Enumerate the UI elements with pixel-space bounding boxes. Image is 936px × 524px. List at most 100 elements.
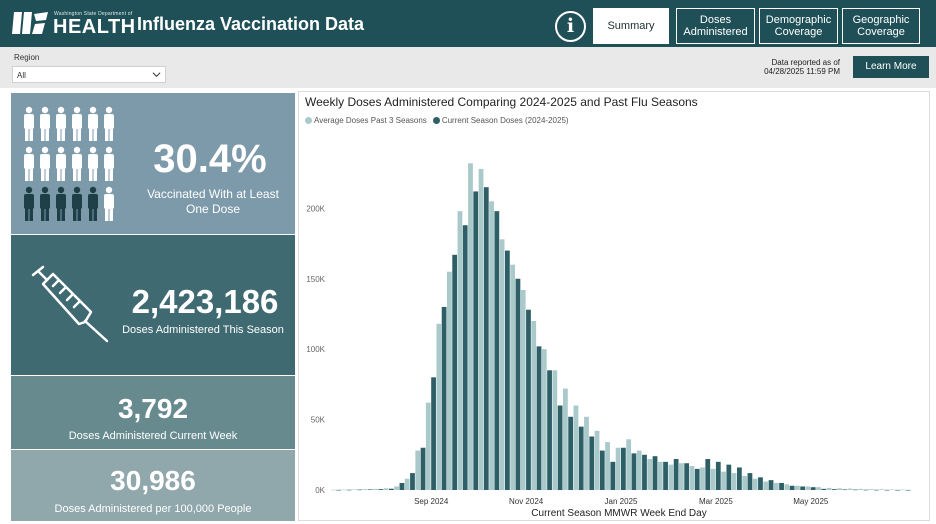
bar-average[interactable]	[710, 468, 716, 491]
bar-current[interactable]	[694, 468, 700, 491]
bar-current[interactable]	[747, 473, 753, 490]
bar-average[interactable]	[362, 489, 368, 490]
bar-current[interactable]	[547, 370, 552, 490]
bar-current[interactable]	[884, 489, 890, 491]
bar-current[interactable]	[905, 489, 911, 491]
bar-average[interactable]	[826, 487, 832, 490]
bar-current[interactable]	[800, 486, 806, 490]
legend-item-average[interactable]: Average Doses Past 3 Seasons	[305, 116, 427, 125]
bar-current[interactable]	[357, 489, 363, 491]
tab-demographic-coverage[interactable]: Demographic Coverage	[759, 8, 838, 44]
bar-current[interactable]	[431, 377, 436, 490]
bar-average[interactable]	[331, 489, 336, 491]
bar-current[interactable]	[494, 211, 500, 490]
bar-average[interactable]	[615, 447, 621, 490]
tab-summary[interactable]: Summary	[593, 8, 669, 44]
bar-average[interactable]	[520, 290, 526, 490]
bar-average[interactable]	[879, 489, 885, 490]
bar-average[interactable]	[383, 488, 389, 490]
bar-average[interactable]	[468, 163, 473, 490]
bar-current[interactable]	[895, 489, 900, 491]
bar-average[interactable]	[668, 464, 674, 490]
bar-average[interactable]	[394, 486, 400, 490]
bar-current[interactable]	[399, 482, 405, 490]
bar-average[interactable]	[868, 489, 874, 490]
bar-average[interactable]	[457, 211, 463, 490]
bar-average[interactable]	[478, 168, 484, 490]
bar-average[interactable]	[341, 489, 347, 491]
bar-average[interactable]	[425, 402, 431, 490]
bar-average[interactable]	[816, 487, 821, 490]
bar-average[interactable]	[847, 488, 853, 490]
bar-current[interactable]	[378, 489, 384, 490]
bar-current[interactable]	[779, 482, 784, 490]
bar-average[interactable]	[752, 478, 758, 490]
bar-average[interactable]	[489, 201, 494, 490]
info-icon[interactable]: i	[555, 11, 586, 42]
bar-current[interactable]	[758, 477, 763, 490]
bar-current[interactable]	[410, 473, 415, 490]
bar-current[interactable]	[874, 489, 879, 491]
bar-current[interactable]	[821, 488, 827, 490]
tab-doses-administered[interactable]: Doses Administered	[676, 8, 755, 44]
bar-current[interactable]	[420, 447, 426, 490]
bar-current[interactable]	[810, 487, 816, 490]
bar-average[interactable]	[552, 370, 558, 490]
bar-current[interactable]	[536, 346, 542, 490]
bar-average[interactable]	[563, 388, 568, 490]
bar-average[interactable]	[837, 488, 842, 490]
bar-current[interactable]	[768, 480, 774, 490]
bar-current[interactable]	[473, 191, 479, 490]
bar-average[interactable]	[584, 416, 589, 490]
bar-average[interactable]	[742, 475, 748, 490]
bar-average[interactable]	[404, 478, 410, 490]
bar-average[interactable]	[626, 439, 632, 490]
bar-average[interactable]	[436, 323, 442, 490]
bar-current[interactable]	[568, 416, 574, 490]
bar-current[interactable]	[526, 309, 531, 490]
bar-average[interactable]	[541, 349, 547, 490]
bar-current[interactable]	[705, 459, 711, 490]
bar-average[interactable]	[605, 442, 610, 490]
bar-average[interactable]	[373, 488, 378, 490]
bar-current[interactable]	[610, 461, 616, 490]
bar-average[interactable]	[795, 485, 800, 490]
bar-current[interactable]	[737, 467, 742, 490]
bar-average[interactable]	[594, 430, 600, 490]
bar-current[interactable]	[831, 489, 837, 490]
bar-current[interactable]	[336, 489, 342, 491]
bar-average[interactable]	[900, 489, 906, 491]
bar-current[interactable]	[452, 254, 458, 490]
bar-average[interactable]	[679, 463, 684, 490]
bar-average[interactable]	[447, 271, 452, 490]
bar-current[interactable]	[515, 278, 521, 490]
bar-average[interactable]	[510, 264, 516, 490]
bar-average[interactable]	[773, 482, 779, 490]
bar-current[interactable]	[621, 447, 626, 490]
bar-current[interactable]	[863, 489, 869, 491]
bar-average[interactable]	[700, 467, 705, 490]
bar-average[interactable]	[636, 450, 642, 490]
bar-average[interactable]	[573, 405, 579, 491]
region-dropdown[interactable]: All	[12, 66, 166, 83]
bar-current[interactable]	[599, 450, 605, 490]
bar-current[interactable]	[789, 485, 795, 490]
bar-current[interactable]	[631, 453, 637, 490]
bar-current[interactable]	[652, 456, 658, 490]
bar-average[interactable]	[415, 450, 421, 490]
bar-current[interactable]	[346, 489, 352, 491]
bar-average[interactable]	[689, 466, 695, 490]
bar-average[interactable]	[763, 481, 769, 490]
bar-current[interactable]	[462, 225, 468, 491]
bar-current[interactable]	[589, 436, 595, 490]
bar-average[interactable]	[499, 239, 505, 490]
bar-current[interactable]	[367, 489, 373, 491]
bar-average[interactable]	[805, 486, 811, 490]
bar-current[interactable]	[389, 488, 394, 490]
bar-current[interactable]	[715, 461, 721, 490]
bar-average[interactable]	[784, 484, 790, 490]
bar-average[interactable]	[731, 473, 737, 490]
bar-current[interactable]	[726, 464, 732, 490]
bar-current[interactable]	[441, 306, 447, 490]
bar-average[interactable]	[657, 461, 663, 490]
